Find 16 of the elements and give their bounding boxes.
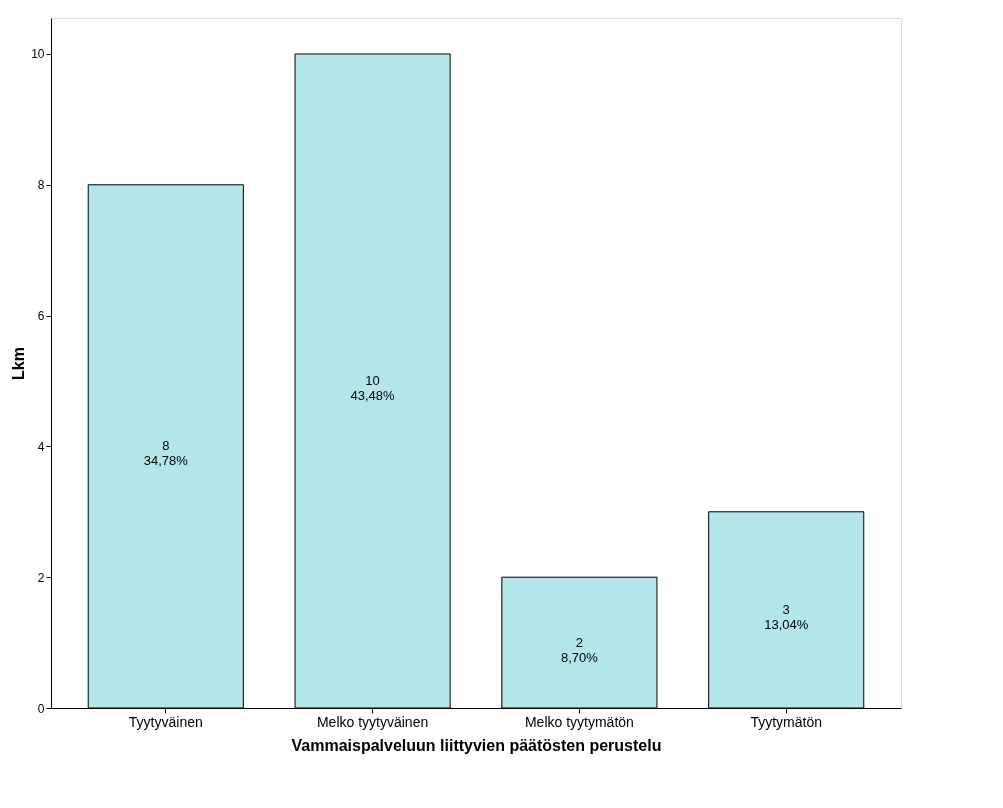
data-label: 8 34,78%: [143, 438, 189, 469]
y-tick-label: 0: [37, 701, 45, 716]
y-axis-title: Lkm: [10, 347, 28, 380]
x-tick-label: Tyytymätön: [750, 713, 823, 730]
y-tick-label: 10: [31, 47, 45, 62]
data-label: 3 13,04%: [764, 601, 809, 632]
data-label: 2 8,70%: [560, 634, 599, 665]
data-label: 10 43,48%: [350, 372, 396, 403]
x-tick-label: Melko tyytyväinen: [316, 713, 429, 730]
y-tick-label: 4: [37, 439, 45, 454]
x-tick-label: Tyytyväinen: [128, 713, 203, 730]
y-tick-label: 8: [37, 178, 45, 193]
y-tick-label: 2: [37, 570, 45, 585]
x-tick-label: Melko tyytymätön: [524, 713, 634, 730]
y-tick-label: 6: [37, 309, 45, 324]
x-axis-title: Vammaispalveluun liittyvien päätösten perustelu: [291, 736, 662, 754]
